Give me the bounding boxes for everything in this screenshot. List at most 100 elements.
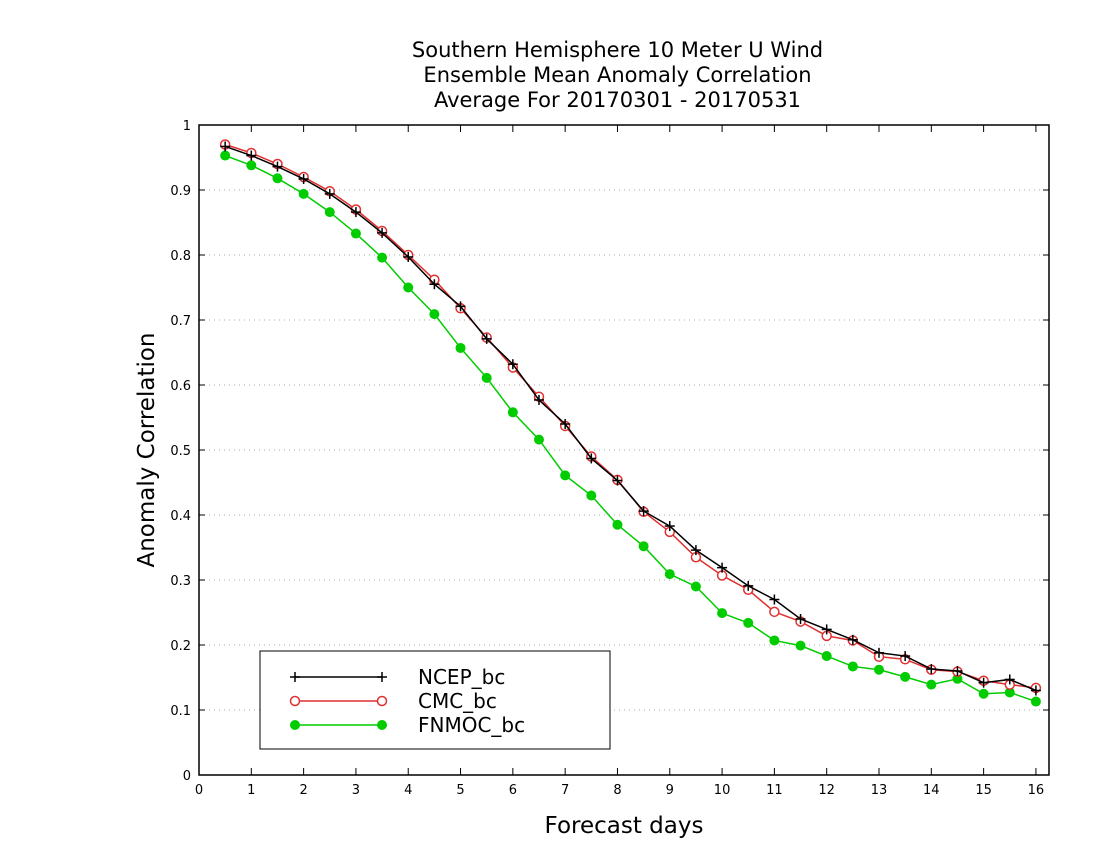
data-point [246,150,257,161]
data-point [403,251,414,262]
y-tick-label: 1 [183,119,191,134]
data-point [952,666,963,676]
x-tick-label: 5 [456,783,464,798]
x-tick-label: 9 [666,783,674,798]
data-point [690,581,701,592]
x-tick-label: 8 [613,783,621,798]
data-point [377,227,388,238]
data-point [821,651,832,662]
legend-entry: CMC_bc [289,689,497,713]
x-tick-label: 0 [195,783,203,798]
data-point [560,419,571,429]
data-point [743,580,754,591]
data-point [638,541,649,552]
legend-marker-left [290,720,300,730]
data-point [220,150,231,161]
legend-label: NCEP_bc [418,665,505,689]
x-tick-label: 16 [1028,783,1045,798]
data-point [664,569,675,580]
data-point [638,506,649,517]
data-point [586,490,597,501]
x-tick-label: 6 [509,783,517,798]
series-line [224,145,1037,692]
x-tick-label: 15 [975,783,992,798]
data-point [429,279,440,290]
data-point [1030,696,1041,707]
data-point [847,661,858,672]
data-point [795,640,806,651]
legend-entry: FNMOC_bc [290,713,525,737]
legend-entry: NCEP_bc [290,665,505,689]
x-tick-label: 12 [818,783,835,798]
legend-box [259,650,611,750]
data-point [455,301,466,312]
data-point [900,651,911,662]
data-point [455,342,466,353]
data-point [847,634,858,645]
data-point [612,475,623,486]
data-point [769,594,780,605]
data-point [769,635,780,646]
y-tick-label: 0 [183,769,191,784]
data-point [534,394,544,405]
x-tick-label: 2 [299,783,307,798]
y-tick-label: 0.1 [170,704,191,719]
axis-ticks: 00.10.20.30.40.50.60.70.80.910 1 2 3 4 5 6 7 8 9 1… [170,119,1049,798]
data-point [690,545,701,556]
legend-label: CMC_bc [418,689,497,713]
data-point [481,372,492,383]
series-NCEP_bc [220,141,1041,696]
data-point [926,679,937,690]
data-point [350,228,361,239]
series-layer [219,139,1042,707]
data-point [324,207,335,218]
data-point [1004,674,1015,685]
x-tick-label: 14 [923,783,940,798]
x-tick-label: 13 [871,783,888,798]
x-axis-label: Forecast days [545,813,704,839]
data-point [978,688,989,699]
legend-marker-left [289,695,301,707]
data-point [874,664,884,675]
data-point [403,282,414,293]
data-point [350,207,361,218]
data-point [429,309,440,320]
grid-lines [199,189,1049,711]
data-point [926,664,937,675]
chart-title-line-3: Average For 20170301 - 20170531 [433,88,802,112]
data-point [507,407,518,418]
y-tick-label: 0.4 [170,509,191,524]
data-point [586,453,597,464]
x-tick-label: 7 [561,783,569,798]
y-tick-label: 0.3 [170,574,191,589]
data-point [1030,685,1041,696]
chart-title-line-2: Ensemble Mean Anomaly Correlation [423,63,812,87]
x-tick-label: 11 [766,783,783,798]
data-point [246,160,257,171]
data-point [220,141,231,152]
data-point [560,470,571,481]
data-point [272,173,283,184]
data-point [717,562,728,573]
data-point [874,647,884,658]
y-tick-label: 0.2 [170,639,191,654]
data-point [481,333,492,344]
data-point [795,614,806,624]
y-tick-label: 0.8 [170,249,191,264]
legend-marker-right [377,672,387,682]
y-tick-label: 0.6 [170,379,191,394]
data-point [717,608,728,619]
data-point [534,434,544,445]
data-point [507,359,518,370]
data-point [298,173,309,184]
series-FNMOC_bc [220,150,1041,707]
data-point [900,671,911,682]
data-point [377,252,388,263]
series-line [224,154,1037,703]
x-tick-label: 4 [404,783,412,798]
y-tick-label: 0.9 [170,184,191,199]
y-axis-label: Anomaly Correlation [134,332,160,567]
data-point [664,521,675,532]
